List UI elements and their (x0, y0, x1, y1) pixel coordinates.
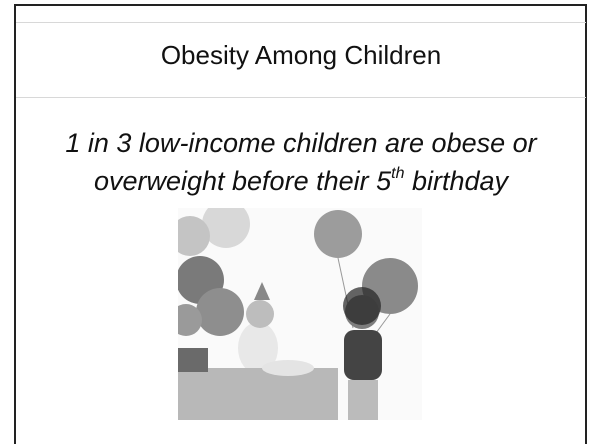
body-text: birthday (404, 166, 509, 196)
photo (178, 208, 422, 420)
slide-title: Obesity Among Children (160, 40, 442, 70)
girl-body (344, 330, 382, 380)
balloon (314, 210, 362, 258)
title-rule-bottom (16, 97, 586, 98)
slide-frame (14, 4, 587, 444)
body-line: overweight before their 5th birthday (16, 162, 586, 200)
cake (262, 360, 314, 376)
body-line: 1 in 3 low-income children are obese or (65, 128, 537, 158)
slide-body: 1 in 3 low-income children are obese or … (16, 124, 586, 200)
superscript: th (391, 165, 405, 182)
balloon (178, 216, 210, 256)
baby-body (238, 322, 278, 374)
girl-legs (348, 380, 378, 420)
balloon (196, 288, 244, 336)
gifts (178, 348, 208, 372)
body-text: overweight before their 5 (93, 166, 392, 196)
party-hat (254, 282, 270, 300)
table (178, 368, 338, 420)
girl-hair (343, 287, 381, 325)
balloon (178, 304, 202, 336)
title-rule-top (16, 22, 586, 23)
balloon (202, 208, 250, 248)
baby-head (246, 300, 274, 328)
